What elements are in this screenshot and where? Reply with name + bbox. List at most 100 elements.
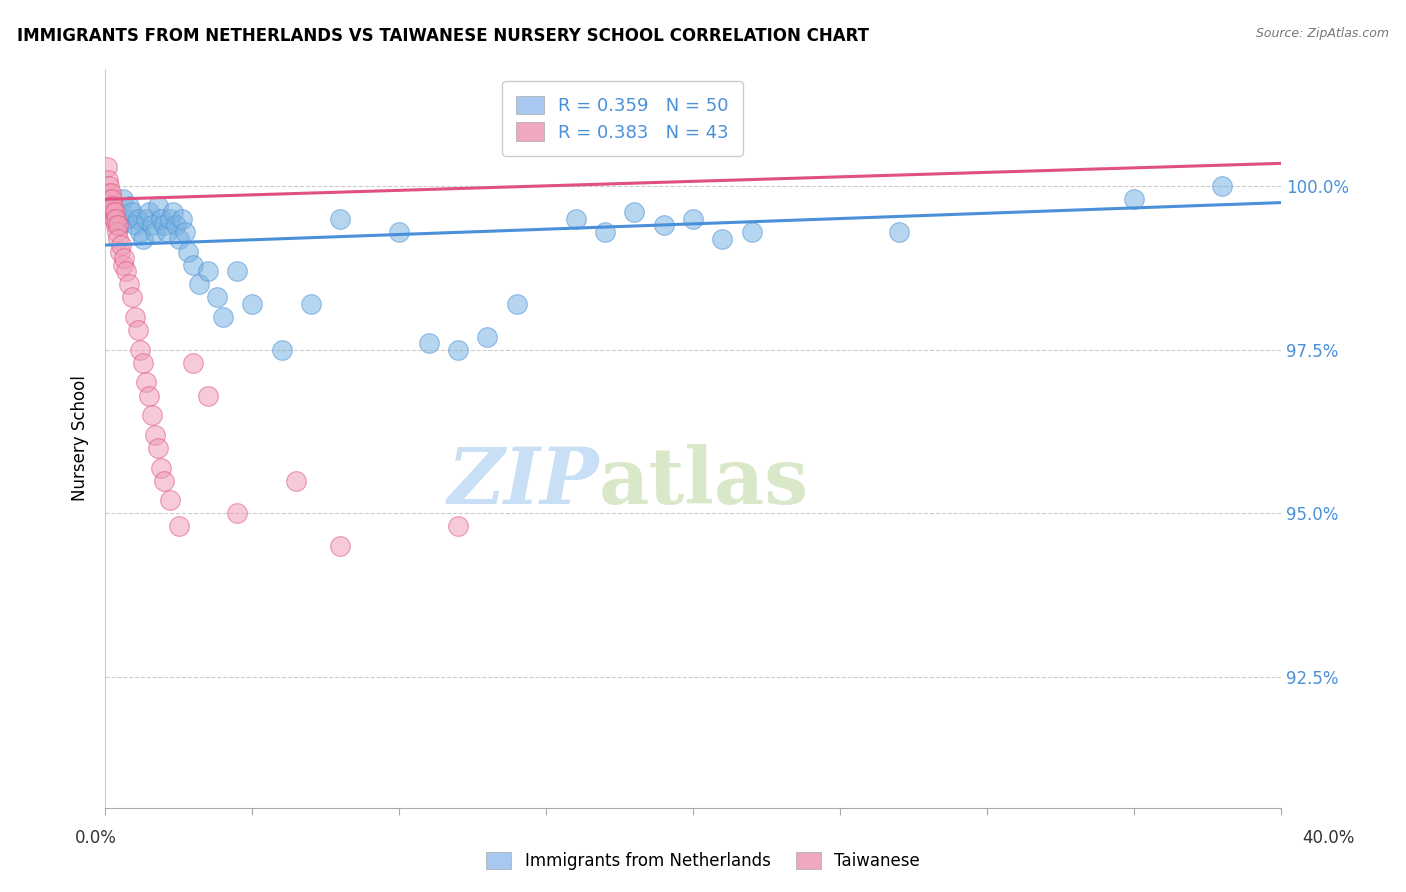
Point [114,211,136,226]
Point [159,211,181,226]
Point [188,277,211,292]
Point [143,225,166,239]
Text: 0.0%: 0.0% [75,829,117,847]
Point [132,356,155,370]
Point [418,336,440,351]
Point [96,160,118,174]
Point [141,219,163,233]
Point [165,219,187,233]
Point [159,493,181,508]
Point [564,211,586,226]
Text: atlas: atlas [599,444,808,520]
Point [388,225,411,239]
Point [114,264,136,278]
Point [711,231,734,245]
Point [447,519,470,533]
Point [1123,192,1146,206]
Point [118,277,141,292]
Point [141,408,163,422]
Point [103,199,125,213]
Point [121,290,143,304]
Point [329,539,352,553]
Point [124,219,146,233]
Text: 40.0%: 40.0% [1302,829,1355,847]
Point [100,192,122,206]
Point [329,211,352,226]
Point [112,251,135,265]
Point [167,519,190,533]
Legend: Immigrants from Netherlands, Taiwanese: Immigrants from Netherlands, Taiwanese [479,845,927,877]
Point [741,225,763,239]
Point [98,192,121,206]
Point [887,225,910,239]
Point [211,310,233,324]
Point [105,225,128,239]
Point [167,231,190,245]
Point [143,427,166,442]
Point [623,205,645,219]
Point [132,231,155,245]
Point [162,205,184,219]
Point [107,219,129,233]
Point [153,219,176,233]
Point [146,199,169,213]
Point [135,376,157,390]
Point [97,179,120,194]
Point [197,388,219,402]
Point [138,388,160,402]
Point [226,506,249,520]
Point [107,231,129,245]
Point [150,460,173,475]
Point [129,343,152,357]
Point [205,290,228,304]
Point [105,211,128,226]
Point [104,205,127,219]
Point [183,258,205,272]
Point [103,211,125,226]
Point [110,238,132,252]
Point [129,225,152,239]
Text: Source: ZipAtlas.com: Source: ZipAtlas.com [1256,27,1389,40]
Point [299,297,322,311]
Point [197,264,219,278]
Point [111,192,134,206]
Point [285,474,308,488]
Point [138,205,160,219]
Point [506,297,529,311]
Point [150,211,173,226]
Point [1211,179,1233,194]
Point [146,441,169,455]
Point [240,297,263,311]
Point [183,356,205,370]
Point [153,474,176,488]
Point [135,211,157,226]
Point [124,310,146,324]
Point [100,186,122,200]
Point [170,211,193,226]
Point [111,258,134,272]
Text: IMMIGRANTS FROM NETHERLANDS VS TAIWANESE NURSERY SCHOOL CORRELATION CHART: IMMIGRANTS FROM NETHERLANDS VS TAIWANESE… [17,27,869,45]
Point [127,323,149,337]
Point [97,186,120,200]
Point [104,219,127,233]
Point [127,211,149,226]
Y-axis label: Nursery School: Nursery School [72,376,89,501]
Point [176,244,198,259]
Point [101,205,124,219]
Point [226,264,249,278]
Point [477,329,499,343]
Text: ZIP: ZIP [447,444,599,521]
Legend: R = 0.359   N = 50, R = 0.383   N = 43: R = 0.359 N = 50, R = 0.383 N = 43 [502,81,742,156]
Point [447,343,470,357]
Point [118,199,141,213]
Point [108,244,131,259]
Point [652,219,675,233]
Point [103,205,125,219]
Point [100,199,122,213]
Point [682,211,704,226]
Point [121,205,143,219]
Point [108,219,131,233]
Point [270,343,292,357]
Point [97,172,120,186]
Point [593,225,616,239]
